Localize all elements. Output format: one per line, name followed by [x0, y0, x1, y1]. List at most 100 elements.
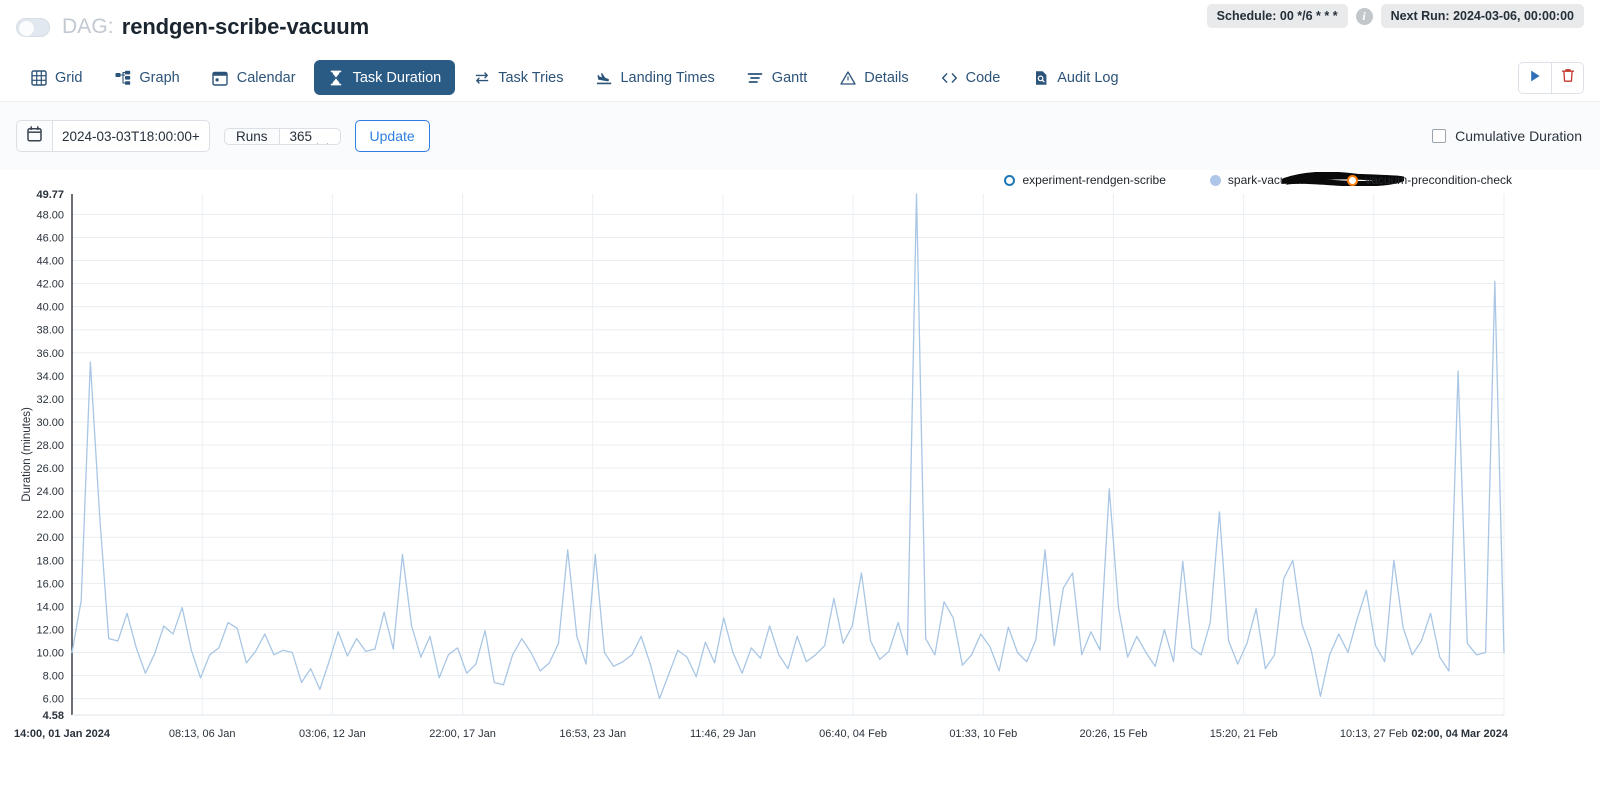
svg-text:26.00: 26.00 [36, 463, 64, 475]
calendar-icon [27, 125, 42, 147]
tab-label: Task Duration [352, 69, 442, 86]
svg-text:6.00: 6.00 [43, 694, 64, 706]
dag-action-buttons [1518, 62, 1584, 94]
svg-text:15:20, 21 Feb: 15:20, 21 Feb [1210, 728, 1278, 740]
calendar-icon [212, 69, 229, 86]
tab-label: Graph [139, 69, 180, 86]
audit-log-icon [1032, 69, 1049, 86]
svg-text:22:00, 17 Jan: 22:00, 17 Jan [429, 728, 496, 740]
runs-select[interactable]: 52550100365 [278, 127, 341, 145]
tab-graph[interactable]: Graph [100, 60, 193, 95]
base-date-group [16, 120, 210, 152]
tab-label: Grid [55, 69, 83, 86]
svg-text:01:33, 10 Feb: 01:33, 10 Feb [949, 728, 1017, 740]
gantt-icon [747, 69, 764, 86]
svg-text:48.00: 48.00 [36, 209, 64, 221]
tab-label: Gantt [771, 69, 808, 86]
tab-label: Landing Times [620, 69, 715, 86]
legend-item-spark-vacuum[interactable]: spark-vacuum [1209, 172, 1404, 187]
svg-text:10:13, 27 Feb: 10:13, 27 Feb [1340, 728, 1408, 740]
svg-text:8.00: 8.00 [43, 671, 64, 683]
code-icon [941, 69, 958, 86]
svg-text:16.00: 16.00 [36, 578, 64, 590]
svg-text:06:40, 04 Feb: 06:40, 04 Feb [819, 728, 887, 740]
cumulative-duration-toggle[interactable]: Cumulative Duration [1432, 128, 1582, 144]
schedule-badge: Schedule: 00 */6 * * * [1206, 4, 1348, 28]
landing-icon [595, 69, 612, 86]
svg-text:30.00: 30.00 [36, 417, 64, 429]
trash-icon [1561, 68, 1575, 88]
svg-text:49.77: 49.77 [36, 189, 64, 201]
svg-text:38.00: 38.00 [36, 325, 64, 337]
svg-text:44.00: 44.00 [36, 256, 64, 268]
svg-text:34.00: 34.00 [36, 371, 64, 383]
svg-text:20.00: 20.00 [36, 532, 64, 544]
runs-label: Runs [224, 127, 279, 145]
page-title: rendgen-scribe-vacuum [121, 14, 370, 39]
header-meta: Schedule: 00 */6 * * * i Next Run: 2024-… [1206, 4, 1584, 28]
legend-item-experiment-rendgen-scribe[interactable]: experiment-rendgen-scribe [1004, 173, 1166, 187]
legend-label: vacuum-precondition-check [1365, 173, 1512, 187]
legend-marker-icon [1209, 174, 1221, 186]
dag-pause-toggle[interactable] [16, 17, 50, 37]
svg-text:46.00: 46.00 [36, 232, 64, 244]
svg-text:14.00: 14.00 [36, 601, 64, 613]
update-button[interactable]: Update [354, 120, 430, 152]
next-run-badge: Next Run: 2024-03-06, 00:00:00 [1380, 4, 1584, 28]
hourglass-icon [328, 69, 345, 86]
trigger-dag-button[interactable] [1519, 63, 1551, 93]
tab-calendar[interactable]: Calendar [198, 60, 310, 95]
tab-landing-times[interactable]: Landing Times [581, 60, 728, 95]
legend-item-vacuum-precondition-check[interactable]: vacuum-precondition-check [1347, 173, 1512, 187]
chart-legend: experiment-rendgen-scribe spark-vacuum v… [0, 172, 1600, 187]
cumulative-duration-checkbox[interactable] [1432, 129, 1447, 143]
base-date-input[interactable] [52, 120, 210, 152]
tab-label: Calendar [236, 69, 296, 86]
graph-icon [114, 69, 131, 86]
page-header: DAG: rendgen-scribe-vacuum Schedule: 00 … [0, 0, 1600, 54]
tab-label: Code [965, 69, 1001, 86]
retry-icon [473, 69, 490, 86]
legend-label: experiment-rendgen-scribe [1022, 173, 1166, 187]
svg-text:03:06, 12 Jan: 03:06, 12 Jan [299, 728, 366, 740]
svg-text:22.00: 22.00 [36, 509, 64, 521]
task-duration-chart: experiment-rendgen-scribe spark-vacuum v… [0, 170, 1600, 811]
cumulative-duration-label: Cumulative Duration [1455, 128, 1582, 144]
tab-label: Audit Log [1057, 69, 1119, 86]
svg-text:42.00: 42.00 [36, 279, 64, 291]
tab-details[interactable]: Details [825, 60, 922, 95]
delete-dag-button[interactable] [1551, 63, 1583, 93]
svg-text:18.00: 18.00 [36, 555, 64, 567]
duration-line-plot[interactable]: 49.77 48.00 46.00 44.00 42.00 40.00 38.00 36.00… [0, 170, 1600, 790]
tab-task-duration[interactable]: Task Duration [313, 60, 456, 95]
calendar-picker-button[interactable] [16, 120, 52, 152]
svg-text:02:00, 04 Mar 2024: 02:00, 04 Mar 2024 [1411, 728, 1509, 740]
legend-marker-icon [1004, 174, 1016, 186]
tab-label: Details [864, 69, 909, 86]
svg-text:12.00: 12.00 [36, 624, 64, 636]
legend-marker-icon [1347, 174, 1359, 186]
svg-text:16:53, 23 Jan: 16:53, 23 Jan [559, 728, 626, 740]
grid-icon [30, 69, 47, 86]
svg-text:36.00: 36.00 [36, 348, 64, 360]
svg-text:4.58: 4.58 [43, 710, 64, 722]
chart-filter-bar: Runs 52550100365 Update Cumulative Durat… [0, 102, 1600, 170]
svg-text:08:13, 06 Jan: 08:13, 06 Jan [169, 728, 236, 740]
dag-tabbar: Grid Graph Calendar Task Duration Task T… [0, 54, 1600, 102]
svg-text:24.00: 24.00 [36, 486, 64, 498]
tab-task-tries[interactable]: Task Tries [459, 60, 577, 95]
tab-gantt[interactable]: Gantt [733, 60, 821, 95]
legend-label: spark-vacuum [1227, 173, 1304, 187]
tab-grid[interactable]: Grid [16, 60, 96, 95]
svg-text:14:00, 01 Jan 2024: 14:00, 01 Jan 2024 [14, 728, 111, 740]
svg-text:28.00: 28.00 [36, 440, 64, 452]
tab-code[interactable]: Code [927, 60, 1015, 95]
tab-label: Task Tries [498, 69, 564, 86]
dag-prefix-label: DAG: [62, 15, 114, 38]
info-icon[interactable]: i [1355, 7, 1373, 25]
play-icon [1528, 69, 1542, 88]
tab-audit-log[interactable]: Audit Log [1018, 60, 1132, 95]
svg-text:Duration (minutes): Duration (minutes) [21, 407, 33, 502]
svg-text:10.00: 10.00 [36, 648, 64, 660]
svg-text:11:46, 29 Jan: 11:46, 29 Jan [690, 728, 756, 740]
